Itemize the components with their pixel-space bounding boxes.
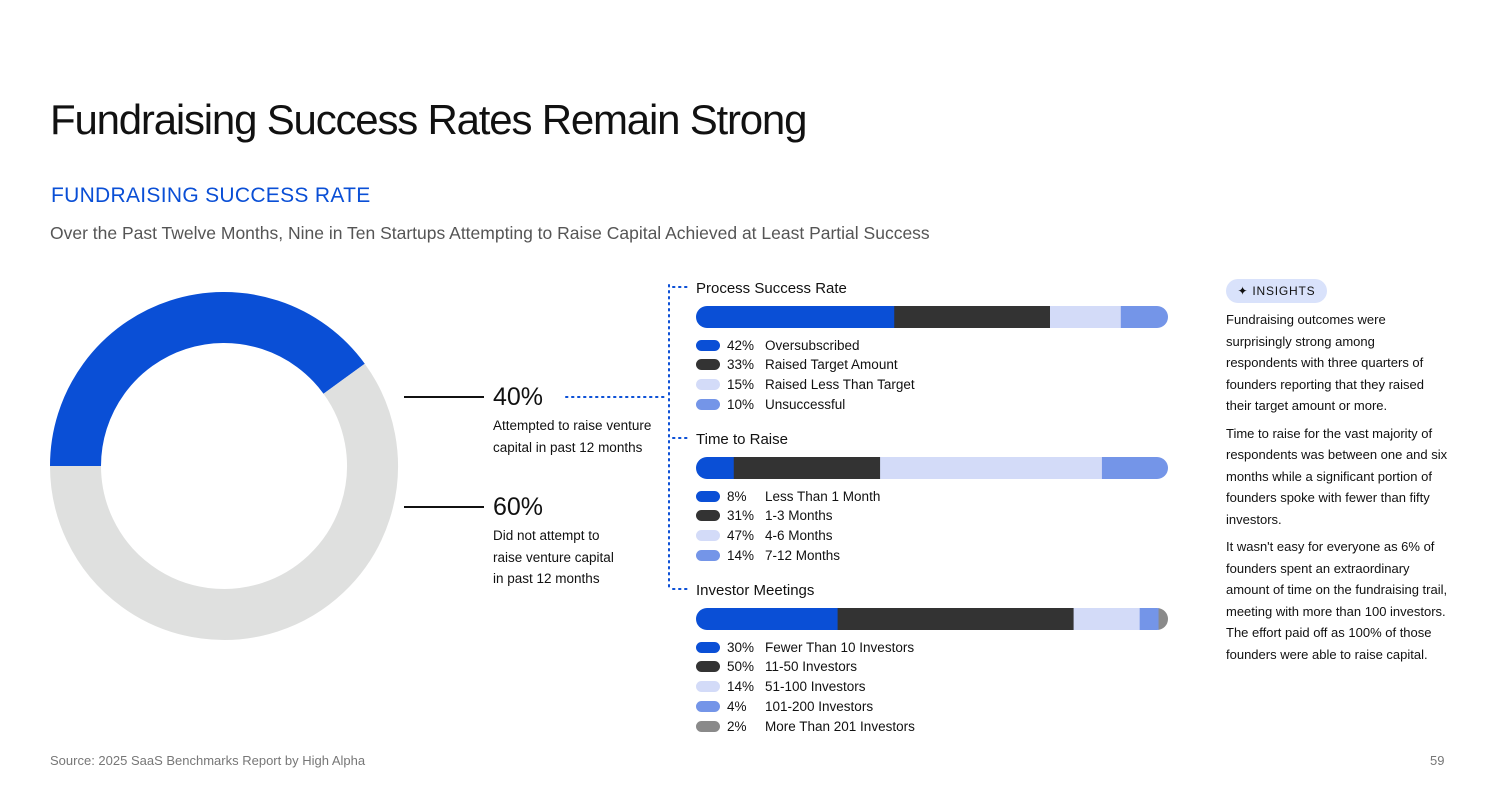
sparkle-icon: ✦ [1237, 284, 1249, 298]
bar-segment-raised-less-than-target [1050, 306, 1122, 328]
donut-desc-not-attempted-rest: to raise venture capital in past 12 mont… [493, 528, 614, 586]
legend-percent: 2% [727, 718, 747, 734]
legend-item: 10% Unsuccessful [696, 395, 845, 413]
legend-percent: 14% [727, 679, 755, 694]
legend-item: 42% Oversubscribed [696, 336, 860, 354]
donut-slice-attempted [50, 292, 365, 467]
legend-swatch [696, 549, 720, 561]
legend-percent: 8% [727, 488, 747, 504]
legend-item: 4% 101-200 Investors [696, 697, 873, 715]
bar-segment-4-6-months [880, 457, 1103, 479]
panel-title-process-success: Process Success Rate [696, 280, 847, 297]
source-note: Source: 2025 SaaS Benchmarks Report by H… [50, 753, 366, 768]
legend-percent: 15% [727, 377, 755, 392]
bar-segment-101-200-investors [1139, 608, 1160, 630]
insight-paragraph-3: It wasn't easy for everyone as 6% of fou… [1226, 539, 1448, 662]
legend-percent: 42% [727, 337, 755, 353]
legend-swatch [696, 490, 720, 502]
dotted-connector [565, 396, 666, 398]
legend-label: Oversubscribed [765, 337, 860, 353]
bar-segment-more-than-201-investors [1158, 608, 1168, 630]
legend-percent: 31% [727, 508, 755, 524]
page-number: 59 [1430, 753, 1445, 768]
legend-swatch [696, 379, 720, 390]
donut-desc-not-attempted: Did not attempt to raise venture capital… [493, 525, 623, 590]
donut-desc-not-attempted-bold: Did not attempt [493, 528, 585, 543]
legend-swatch [696, 661, 720, 673]
stacked-bar-process-success [696, 306, 1168, 328]
insights-text: Fundraising outcomes were surprisingly s… [1226, 309, 1448, 671]
legend-label: 101-200 Investors [765, 698, 874, 714]
legend-swatch [696, 359, 720, 371]
legend-swatch [696, 398, 720, 410]
legend-item: 50% 11-50 Investors [696, 658, 857, 676]
legend-item: 8% Less Than 1 Month [696, 487, 880, 505]
legend-label: 51-100 Investors [765, 679, 866, 694]
donut-pct-not-attempted: 60% [493, 493, 544, 521]
legend-label: Raised Target Amount [765, 357, 898, 373]
insights-badge-label: INSIGHTS [1252, 284, 1316, 298]
panel-title-investor-meetings: Investor Meetings [696, 582, 815, 599]
stacked-bar-investor-meetings [696, 608, 1168, 630]
page-subtitle: Over the Past Twelve Months, Nine in Ten… [50, 223, 930, 243]
bar-segment-raised-target-amount [894, 306, 1051, 328]
legend-percent: 33% [727, 357, 755, 373]
legend-swatch [696, 700, 720, 712]
legend-item: 33% Raised Target Amount [696, 356, 898, 374]
legend-label: Raised Less Than Target [765, 377, 915, 392]
legend-percent: 10% [727, 396, 755, 412]
legend-label: Unsuccessful [765, 396, 846, 412]
legend-swatch [696, 530, 720, 541]
bar-segment-less-than-1-month [696, 457, 735, 479]
page-title: Fundraising Success Rates Remain Strong [50, 96, 807, 143]
donut-desc-attempted: Attempted to raise venture capital in pa… [493, 415, 653, 458]
legend-label: Fewer Than 10 Investors [765, 639, 915, 655]
legend-label: 1-3 Months [765, 508, 833, 524]
insight-paragraph-2: Time to raise for the vast majority of r… [1226, 425, 1448, 527]
panel-title-time-to-raise: Time to Raise [696, 431, 788, 448]
section-label: FUNDRAISING SUCCESS RATE [51, 184, 371, 207]
legend-item: 15% Raised Less Than Target [696, 376, 915, 394]
legend-item: 47% 4-6 Months [696, 527, 833, 545]
legend-percent: 47% [727, 528, 755, 543]
legend-label: 7-12 Months [765, 547, 841, 563]
bar-segment-unsuccessful [1120, 306, 1168, 328]
legend-item: 30% Fewer Than 10 Investors [696, 638, 914, 656]
legend-label: More Than 201 Investors [765, 718, 915, 734]
legend-swatch [696, 339, 720, 351]
legend-percent: 4% [727, 698, 747, 714]
donut-desc-attempted-rest: to raise venture capital in past 12 mont… [493, 418, 652, 455]
legend-item: 14% 51-100 Investors [696, 678, 866, 696]
legend-swatch [696, 720, 720, 732]
insight-paragraph-1: Fundraising outcomes were surprisingly s… [1226, 312, 1425, 413]
bar-segment-7-12-months [1101, 457, 1168, 479]
leader-line-not-attempted [404, 506, 484, 508]
legend-item: 14% 7-12 Months [696, 546, 840, 564]
bar-segment-51-100-investors [1073, 608, 1141, 630]
legend-percent: 14% [727, 547, 755, 563]
dotted-bracket [668, 284, 688, 591]
stacked-bar-time-to-raise [696, 457, 1168, 479]
legend-item: 2% More Than 201 Investors [696, 717, 915, 735]
legend-percent: 30% [727, 639, 755, 655]
legend-swatch [696, 681, 720, 692]
bar-segment-fewer-than-10-investors [696, 608, 839, 630]
donut-desc-attempted-bold: Attempted [493, 418, 555, 433]
donut-pct-attempted: 40% [493, 383, 544, 411]
legend-item: 31% 1-3 Months [696, 507, 833, 525]
bar-segment-oversubscribed [696, 306, 895, 328]
leader-line-attempted [404, 396, 484, 398]
bar-segment-1-3-months [733, 457, 881, 479]
bar-segment-11-50-investors [837, 608, 1075, 630]
insights-badge: ✦ INSIGHTS [1226, 279, 1327, 303]
legend-label: Less Than 1 Month [765, 488, 881, 504]
legend-swatch [696, 510, 720, 522]
donut-chart [50, 292, 398, 640]
legend-percent: 50% [727, 659, 755, 675]
legend-swatch [696, 641, 720, 653]
legend-label: 11-50 Investors [765, 659, 858, 675]
legend-label: 4-6 Months [765, 528, 833, 543]
donut-slice-not-attempted [50, 363, 398, 640]
